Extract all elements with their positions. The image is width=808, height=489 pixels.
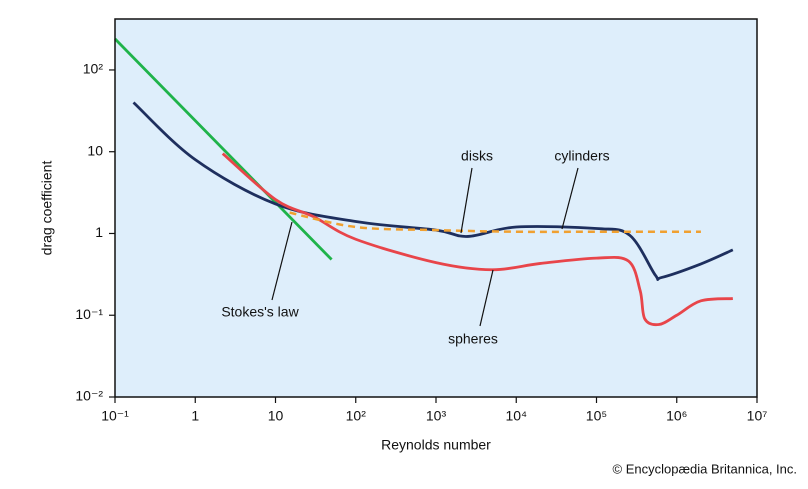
series-label: spheres — [448, 331, 498, 347]
series-line — [289, 211, 701, 234]
series-line — [114, 37, 333, 261]
series-label: cylinders — [554, 148, 609, 164]
x-tick-label: 10⁻¹ — [101, 408, 129, 424]
plot-frame — [114, 18, 758, 398]
y-tick-label: 10 — [87, 142, 103, 158]
leader-line — [460, 167, 473, 234]
series-label: disks — [461, 148, 493, 164]
x-axis-label: Reynolds number — [381, 437, 491, 453]
x-tick-label: 10⁴ — [505, 408, 527, 424]
x-tick-label: 1 — [191, 408, 199, 424]
y-tick-label: 1 — [95, 224, 103, 240]
plot-background — [115, 19, 757, 397]
series-label: Stokes's law — [221, 304, 299, 320]
y-tick-label: 10⁻² — [75, 388, 103, 404]
x-tick-label: 10² — [346, 408, 367, 424]
x-tick-label: 10⁵ — [586, 408, 607, 424]
credit: © Encyclopædia Britannica, Inc. — [613, 461, 797, 476]
x-tick-label: 10⁷ — [747, 408, 768, 424]
x-tick-label: 10⁶ — [666, 408, 687, 424]
series-line — [132, 101, 734, 281]
y-tick-label: 10⁻¹ — [75, 306, 103, 322]
y-tick-label: 10² — [83, 61, 104, 77]
leader-line — [479, 269, 494, 327]
x-tick-label: 10³ — [426, 408, 447, 424]
leader-line — [561, 167, 579, 230]
leader-line — [271, 221, 293, 301]
series-line — [221, 152, 733, 327]
y-axis-label: drag coefficient — [39, 161, 55, 256]
x-tick-label: 10 — [268, 408, 284, 424]
